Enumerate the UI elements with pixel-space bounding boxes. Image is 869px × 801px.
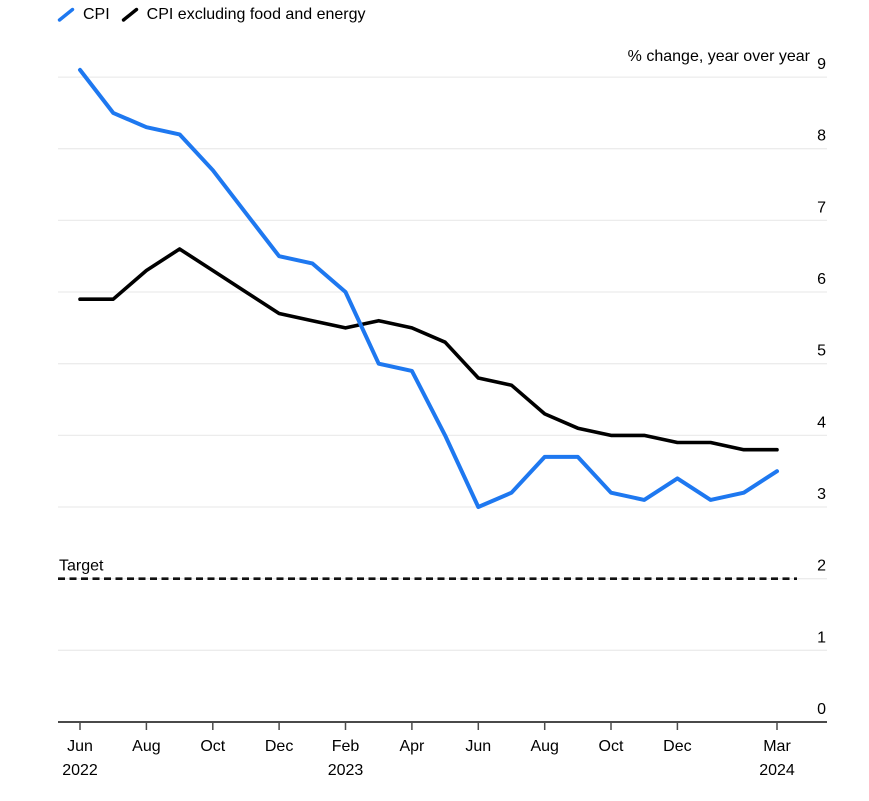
y-axis-label-6: 6	[817, 271, 826, 288]
y-axis-label-7: 7	[817, 199, 826, 216]
cpi-line	[78, 67, 779, 509]
core-cpi-line	[78, 247, 779, 452]
y-axis-label-9: 9	[817, 56, 826, 73]
x-axis-label-dec: Dec	[663, 738, 691, 755]
x-axis-year-label-2024: 2024	[759, 762, 795, 779]
x-axis-label-mar: Mar	[763, 738, 791, 755]
x-axis-year-label-2023: 2023	[328, 762, 364, 779]
x-axis-label-feb: Feb	[332, 738, 360, 755]
legend-item-core-cpi: CPI excluding food and energy	[120, 4, 366, 26]
y-axis-label-8: 8	[817, 128, 826, 145]
legend-item-cpi: CPI	[56, 4, 110, 26]
y-axis-unit-note: % change, year over year	[627, 48, 810, 65]
x-axis-year-label-2022: 2022	[62, 762, 98, 779]
y-axis-label-5: 5	[817, 343, 826, 360]
x-axis-label-jun: Jun	[67, 738, 93, 755]
core-cpi-line-swatch-icon	[121, 7, 138, 22]
target-label: Target	[59, 558, 104, 575]
x-axis-label-aug: Aug	[530, 738, 558, 755]
x-axis-label-dec: Dec	[265, 738, 293, 755]
chart-legend: CPI CPI excluding food and energy	[56, 4, 365, 26]
legend-label-core-cpi: CPI excluding food and energy	[146, 6, 366, 23]
cpi-line-swatch-icon	[57, 7, 75, 22]
y-axis-label-3: 3	[817, 486, 826, 503]
y-axis-label-4: 4	[817, 414, 826, 431]
y-axis-label-2: 2	[817, 558, 826, 575]
x-axis-label-aug: Aug	[132, 738, 160, 755]
y-axis-label-1: 1	[817, 629, 826, 646]
x-axis-label-jun: Jun	[465, 738, 491, 755]
y-axis-label-0: 0	[817, 701, 826, 718]
legend-label-cpi: CPI	[83, 6, 110, 23]
x-axis-label-apr: Apr	[399, 738, 425, 755]
x-axis-label-oct: Oct	[599, 738, 624, 755]
x-axis-label-oct: Oct	[200, 738, 225, 755]
